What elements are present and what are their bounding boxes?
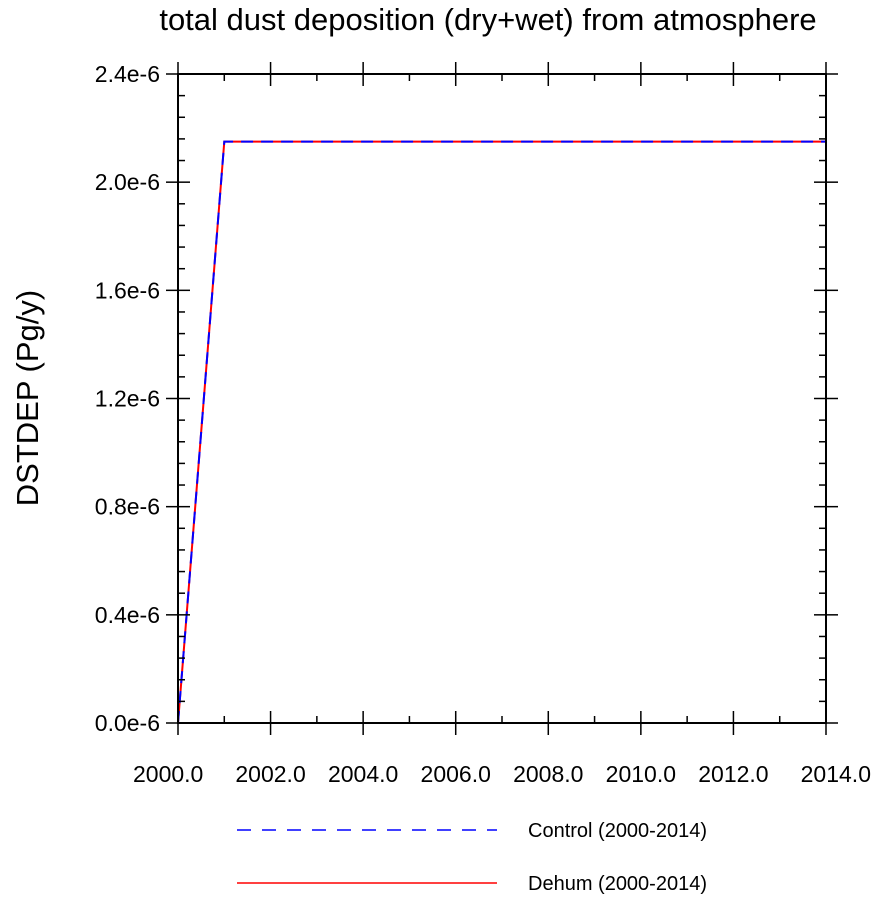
y-tick-label: 0.0e-6	[95, 710, 160, 736]
y-tick-label: 0.8e-6	[95, 494, 160, 520]
series-line	[177, 140, 826, 724]
x-tick-label: 2004.0	[328, 761, 398, 787]
y-axis-label: DSTDEP (Pg/y)	[10, 290, 45, 506]
y-tick-label: 2.0e-6	[95, 169, 160, 195]
series-line	[177, 140, 826, 724]
y-tick-label: 2.4e-6	[95, 61, 160, 87]
y-tick-label: 1.6e-6	[95, 277, 160, 303]
y-tick-label: 1.2e-6	[95, 386, 160, 412]
chart-title: total dust deposition (dry+wet) from atm…	[159, 2, 816, 37]
plot-frame	[177, 73, 827, 724]
series-layer	[177, 140, 826, 724]
x-tick-label: 2014.0	[801, 761, 871, 787]
x-tick-label: 2010.0	[606, 761, 676, 787]
legend: Control (2000-2014) Dehum (2000-2014)	[237, 820, 707, 895]
x-tick-label: 2006.0	[421, 761, 491, 787]
legend-label: Dehum (2000-2014)	[528, 873, 707, 895]
ticks-layer: 0.0e-6 0.4e-6 0.8e-6 1.2e-6 1.6e-6 2.0e-6 2.4e…	[95, 61, 871, 787]
x-tick-label: 2002.0	[235, 761, 305, 787]
x-tick-label: 2008.0	[513, 761, 583, 787]
y-tick-label: 0.4e-6	[95, 602, 160, 628]
x-tick-label: 2000.0	[133, 761, 203, 787]
legend-label: Control (2000-2014)	[528, 820, 707, 842]
x-tick-label: 2012.0	[698, 761, 768, 787]
